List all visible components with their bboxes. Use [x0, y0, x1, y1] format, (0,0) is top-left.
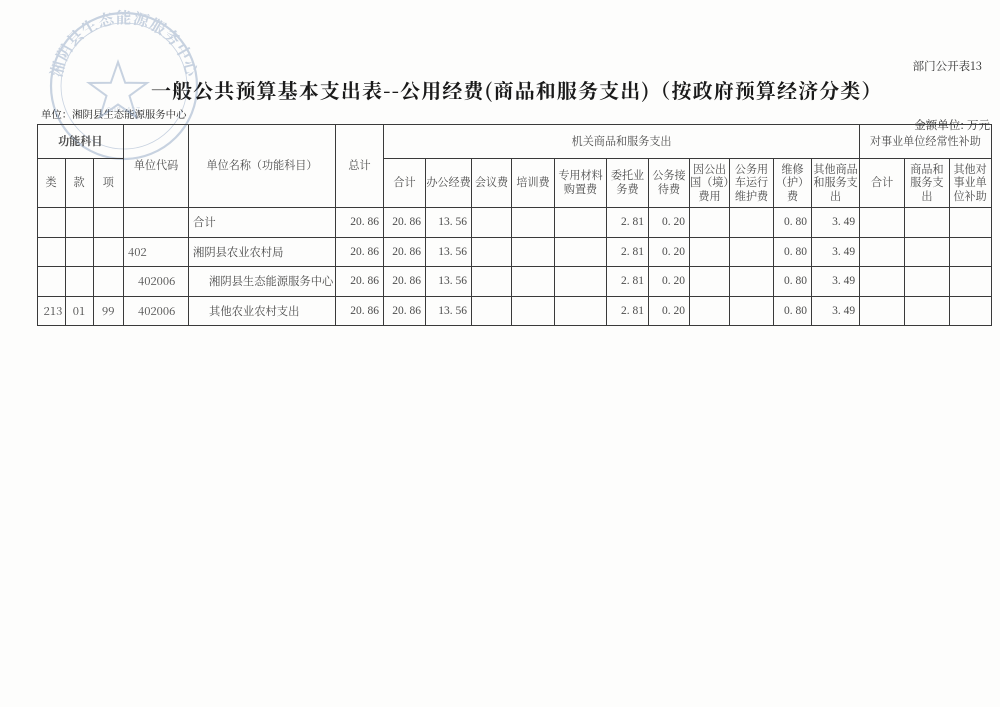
svg-text:湘阴县生态能源服务中心: 湘阴县生态能源服务中心	[45, 6, 204, 81]
